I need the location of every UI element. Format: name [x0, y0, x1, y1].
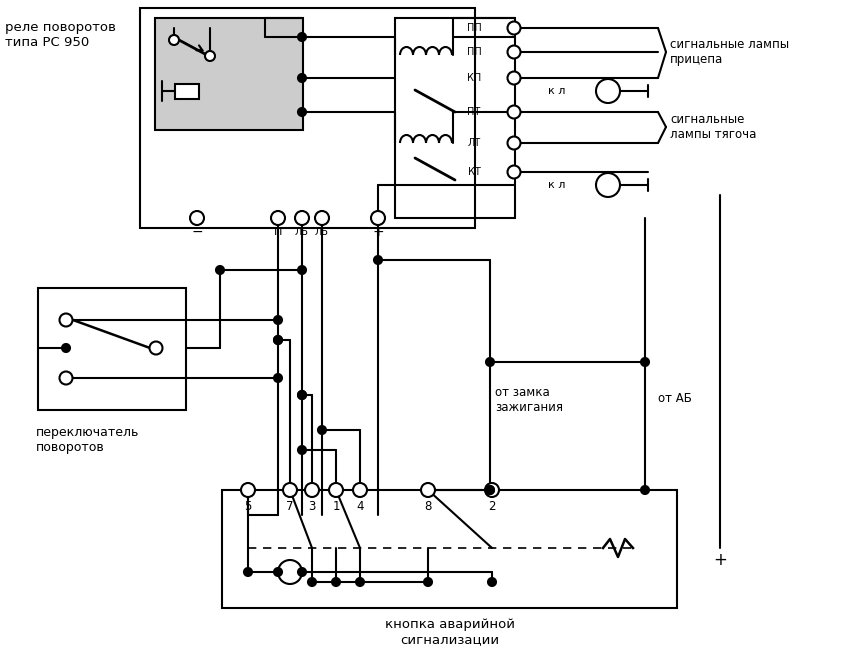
Circle shape — [485, 483, 499, 497]
Bar — [140, 8, 475, 228]
Circle shape — [318, 426, 326, 434]
Text: ПТ: ПТ — [467, 107, 481, 117]
Circle shape — [169, 35, 179, 45]
Circle shape — [374, 256, 382, 264]
Text: реле поворотов
типа РС 950: реле поворотов типа РС 950 — [5, 21, 116, 49]
Circle shape — [488, 578, 496, 586]
Text: КП: КП — [467, 73, 481, 83]
Circle shape — [274, 336, 282, 344]
Text: КТ: КТ — [468, 167, 480, 177]
Text: ЛБ: ЛБ — [295, 227, 309, 237]
Circle shape — [424, 578, 432, 586]
Circle shape — [356, 578, 364, 586]
Circle shape — [641, 486, 649, 494]
Text: сигнальные лампы
прицепа: сигнальные лампы прицепа — [670, 38, 789, 66]
Bar — [155, 18, 303, 130]
Circle shape — [596, 173, 620, 197]
Bar — [222, 490, 677, 608]
Circle shape — [60, 313, 72, 326]
Circle shape — [507, 106, 521, 118]
Circle shape — [298, 391, 306, 399]
Text: 7: 7 — [286, 500, 294, 513]
Circle shape — [421, 483, 435, 497]
Circle shape — [295, 211, 309, 225]
Text: к л: к л — [548, 86, 565, 96]
Circle shape — [329, 483, 343, 497]
Text: 1: 1 — [332, 500, 340, 513]
Text: ЛБ: ЛБ — [315, 227, 329, 237]
Text: сигнальные
лампы тягоча: сигнальные лампы тягоча — [670, 113, 757, 141]
Circle shape — [486, 486, 494, 494]
Text: +: + — [372, 225, 384, 239]
Circle shape — [60, 372, 72, 385]
Text: от АБ: от АБ — [658, 392, 692, 404]
Bar — [175, 84, 199, 99]
Text: переключатель
поворотов: переключатель поворотов — [36, 426, 140, 454]
Circle shape — [298, 391, 306, 399]
Circle shape — [486, 486, 494, 494]
Circle shape — [274, 374, 282, 382]
Text: к л: к л — [548, 180, 565, 190]
Circle shape — [190, 211, 204, 225]
Bar — [38, 288, 186, 410]
Circle shape — [298, 568, 306, 576]
Circle shape — [596, 79, 620, 103]
Circle shape — [274, 568, 282, 576]
Circle shape — [315, 211, 329, 225]
Text: кнопка аварийной
сигнализации: кнопка аварийной сигнализации — [385, 618, 515, 646]
Circle shape — [308, 578, 316, 586]
Circle shape — [150, 342, 163, 355]
Circle shape — [278, 560, 302, 584]
Circle shape — [205, 51, 215, 61]
Circle shape — [298, 74, 306, 82]
Circle shape — [507, 71, 521, 84]
Text: 2: 2 — [488, 500, 496, 513]
Circle shape — [283, 483, 297, 497]
Circle shape — [62, 344, 70, 352]
Text: 8: 8 — [425, 500, 431, 513]
Circle shape — [332, 578, 340, 586]
Circle shape — [241, 483, 255, 497]
Circle shape — [353, 483, 367, 497]
Text: П: П — [274, 227, 283, 237]
Circle shape — [298, 266, 306, 274]
Circle shape — [507, 46, 521, 59]
Text: 5: 5 — [244, 500, 252, 513]
Circle shape — [486, 358, 494, 366]
Circle shape — [271, 211, 285, 225]
Text: 4: 4 — [357, 500, 363, 513]
Circle shape — [244, 568, 252, 576]
Circle shape — [216, 266, 224, 274]
Circle shape — [371, 211, 385, 225]
Text: −: − — [191, 225, 203, 239]
Circle shape — [298, 33, 306, 41]
Circle shape — [507, 22, 521, 35]
Circle shape — [305, 483, 319, 497]
Circle shape — [298, 108, 306, 116]
Text: ПП: ПП — [466, 23, 482, 33]
Text: 3: 3 — [308, 500, 316, 513]
Text: ПП: ПП — [466, 47, 482, 57]
Circle shape — [274, 316, 282, 324]
Circle shape — [641, 358, 649, 366]
Text: ЛТ: ЛТ — [467, 138, 481, 148]
Text: от замка
зажигания: от замка зажигания — [495, 386, 563, 414]
Text: +: + — [713, 551, 727, 569]
Bar — [395, 18, 515, 218]
Circle shape — [507, 136, 521, 150]
Circle shape — [507, 165, 521, 178]
Circle shape — [298, 446, 306, 454]
Circle shape — [274, 336, 282, 344]
